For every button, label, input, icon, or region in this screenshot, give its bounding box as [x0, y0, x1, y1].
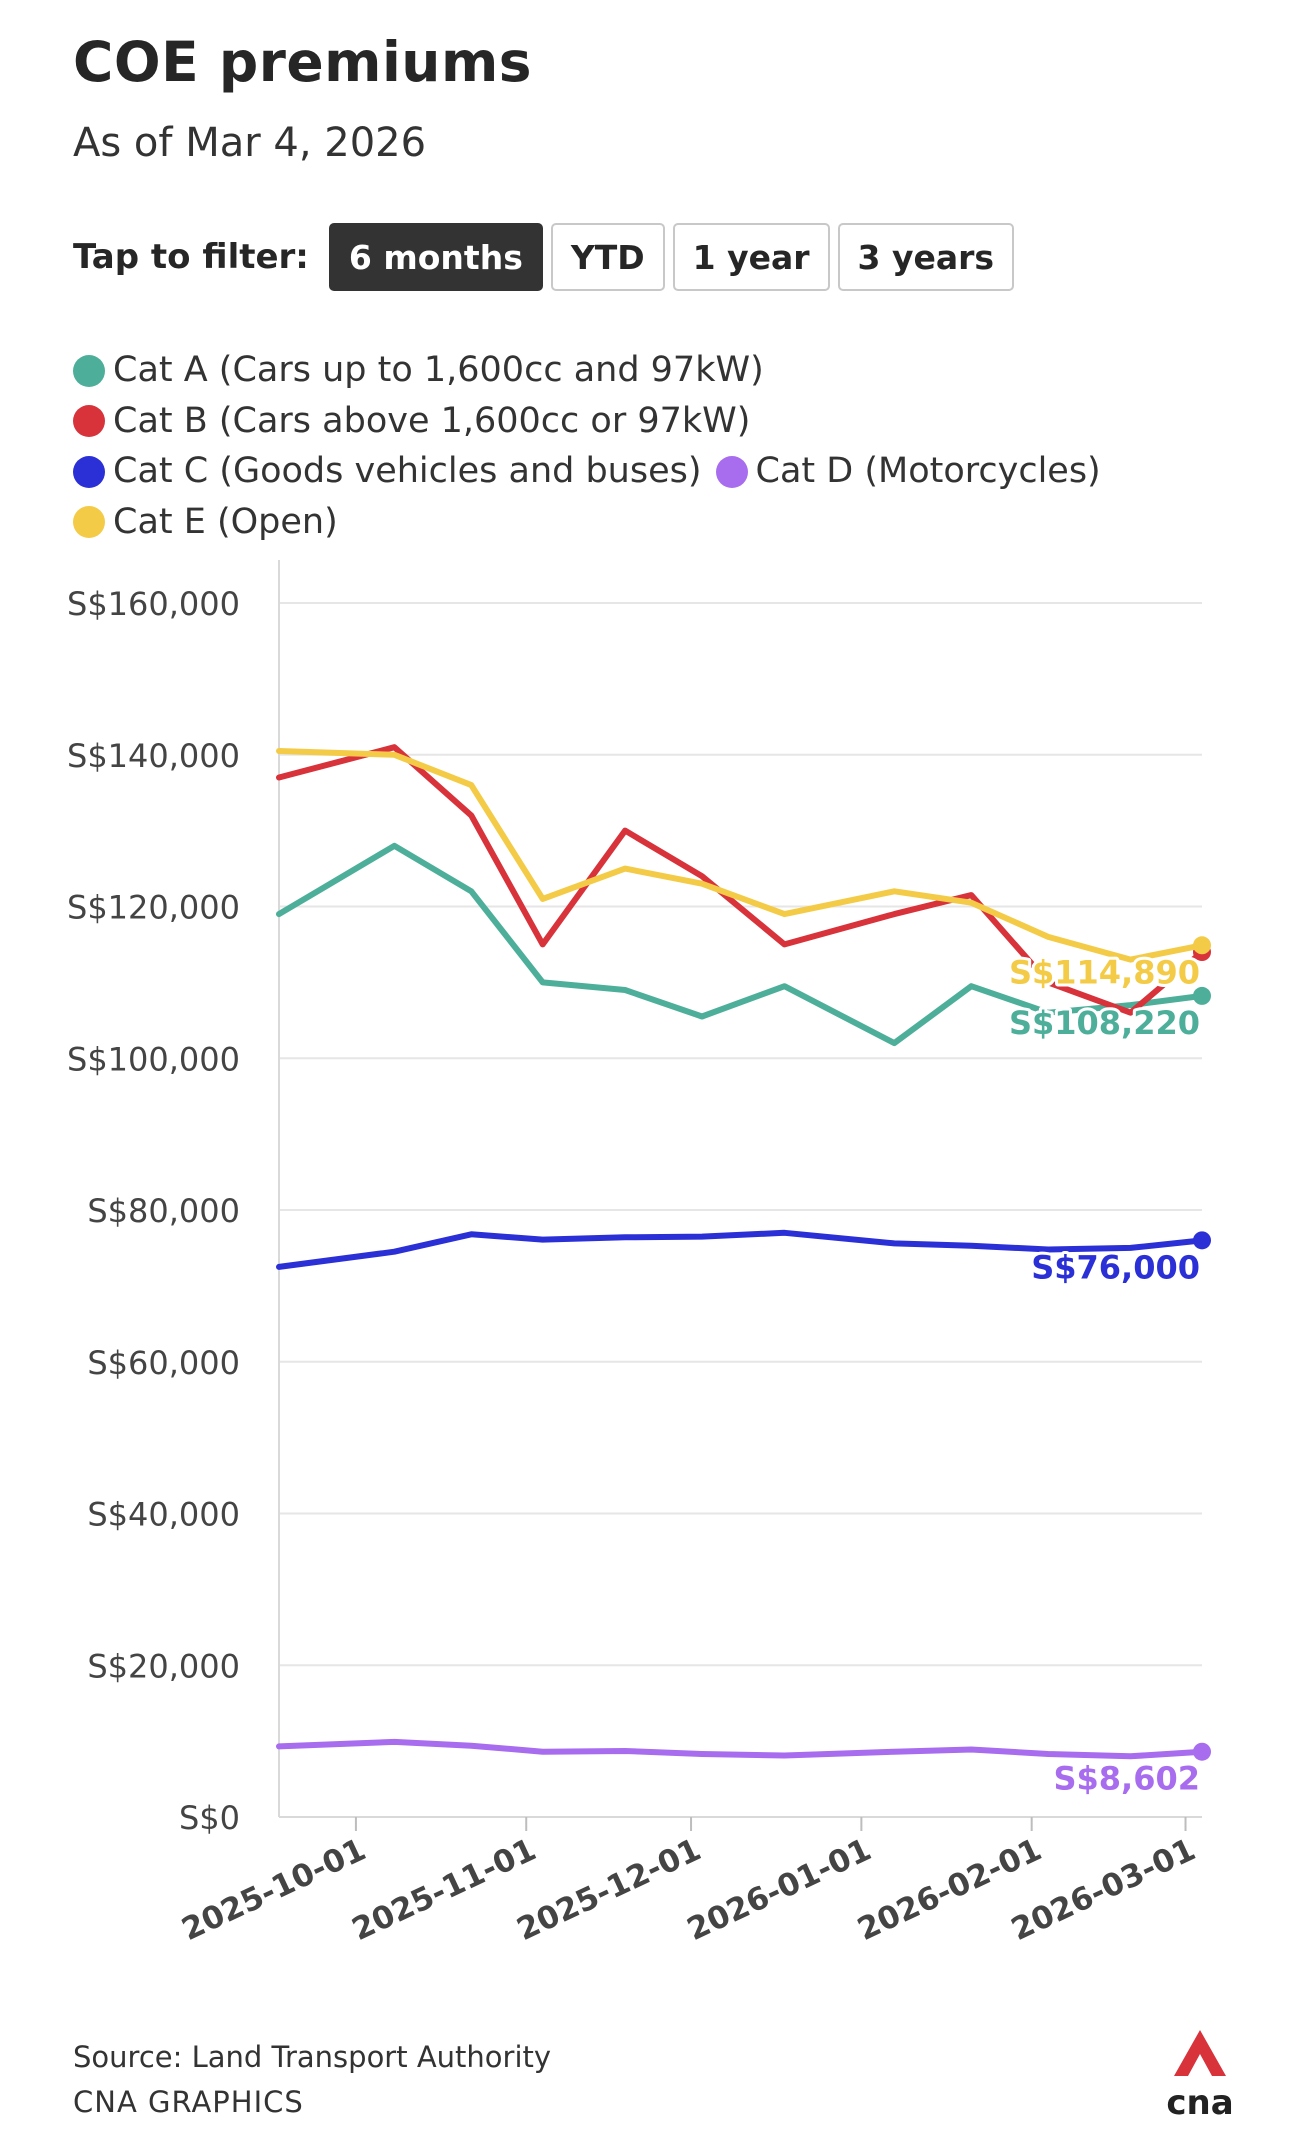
x-tick-label: 2025-12-01	[512, 1832, 707, 1948]
legend-item-cat-a: Cat A (Cars up to 1,600cc and 97kW)	[73, 348, 764, 393]
filter-bar: Tap to filter: 6 months YTD 1 year 3 yea…	[73, 221, 1022, 293]
y-tick-label: S$120,000	[67, 889, 240, 927]
chart-subtitle: As of Mar 4, 2026	[73, 120, 427, 166]
series-end-point	[1193, 1742, 1211, 1761]
series-lines	[276, 744, 1211, 1761]
cna-logo-mark	[1174, 2030, 1226, 2076]
legend-item-cat-e: Cat E (Open)	[73, 500, 338, 545]
filter-ytd-button[interactable]: YTD	[550, 223, 665, 291]
legend-label-cat-a: Cat A (Cars up to 1,600cc and 97kW)	[113, 350, 764, 390]
cna-logo-text: cna	[1166, 2083, 1233, 2120]
series-line	[276, 842, 1205, 1047]
legend-item-cat-b: Cat B (Cars above 1,600cc or 97kW)	[73, 399, 750, 444]
filter-6-months-button[interactable]: 6 months	[328, 223, 543, 291]
x-tick-label: 2025-10-01	[176, 1832, 371, 1948]
y-tick-label: S$20,000	[87, 1647, 240, 1685]
series-line	[276, 1738, 1205, 1760]
legend-item-cat-c: Cat C (Goods vehicles and buses)	[73, 449, 702, 494]
y-tick-label: S$160,000	[67, 585, 240, 623]
graphics-credit: CNA GRAPHICS	[73, 2085, 304, 2119]
x-tick-label: 2026-01-01	[682, 1832, 877, 1948]
series-end-point	[1193, 1231, 1211, 1250]
y-tick-label: S$60,000	[87, 1344, 240, 1382]
series-line	[276, 744, 1205, 1016]
cna-logo: cna	[1166, 2030, 1234, 2120]
y-tick-label: S$0	[179, 1799, 240, 1837]
x-tick-label: 2025-11-01	[347, 1832, 542, 1948]
x-axis: 2025-10-012025-11-012025-12-012026-01-01…	[176, 1816, 1202, 1948]
legend-item-cat-d: Cat D (Motorcycles)	[715, 449, 1101, 494]
filter-3-years-button[interactable]: 3 years	[837, 223, 1015, 291]
line-chart: S$0 S$20,000 S$40,000 S$60,000 S$80,000 S$100…	[67, 560, 1211, 1948]
legend-label-cat-d: Cat D (Motorcycles)	[755, 451, 1101, 491]
series-end-label: S$114,890	[1009, 953, 1200, 991]
y-axis: S$0 S$20,000 S$40,000 S$60,000 S$80,000 S$100…	[67, 560, 280, 1837]
legend-swatch-cat-e	[73, 506, 105, 538]
legend-swatch-cat-a	[73, 354, 105, 387]
filter-1-year-button[interactable]: 1 year	[672, 223, 830, 291]
y-tick-label: S$100,000	[67, 1040, 240, 1078]
legend-swatch-cat-d	[715, 455, 748, 488]
legend: Cat A (Cars up to 1,600cc and 97kW) Cat …	[73, 348, 1233, 550]
y-tick-label: S$80,000	[87, 1192, 240, 1230]
chart-title: COE premiums	[73, 30, 532, 94]
legend-swatch-cat-b	[73, 405, 105, 437]
legend-label-cat-e: Cat E (Open)	[113, 501, 338, 542]
end-labels: S$108,220 S$76,000 S$8,602 S$114,890	[1006, 950, 1203, 1800]
source-note: Source: Land Transport Authority	[73, 2040, 552, 2074]
series-end-label: S$108,220	[1009, 1004, 1200, 1042]
legend-label-cat-b: Cat B (Cars above 1,600cc or 97kW)	[113, 400, 751, 441]
y-tick-label: S$40,000	[87, 1496, 240, 1534]
legend-label-cat-c: Cat C (Goods vehicles and buses)	[113, 451, 702, 491]
series-end-point	[1193, 986, 1211, 1005]
series-line	[276, 748, 1205, 963]
series-line	[276, 1229, 1205, 1270]
legend-swatch-cat-c	[73, 455, 105, 488]
series-end-point	[1193, 936, 1211, 955]
y-tick-label: S$140,000	[67, 737, 240, 775]
series-end-label: S$76,000	[1031, 1248, 1200, 1286]
series-end-label: S$8,602	[1053, 1760, 1200, 1798]
filter-label: Tap to filter:	[73, 237, 309, 277]
